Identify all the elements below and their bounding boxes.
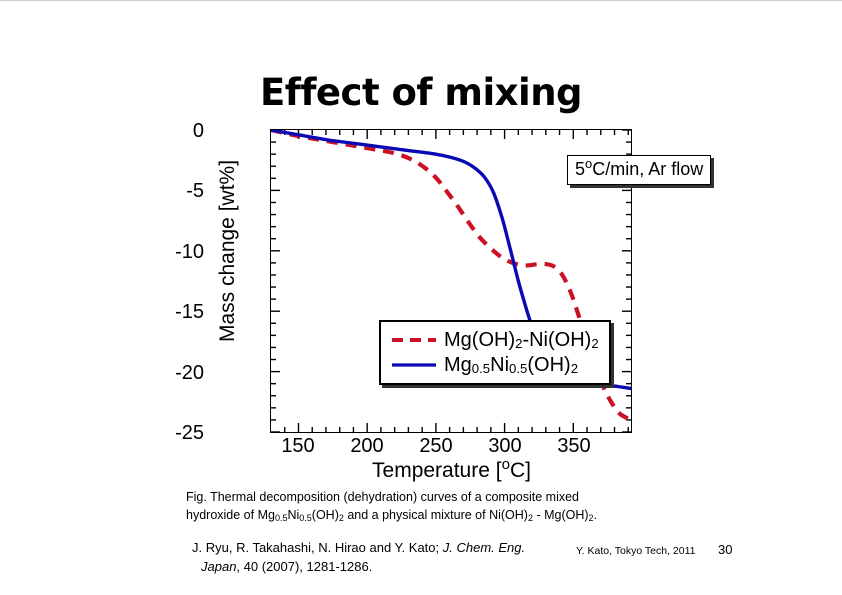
x-tick-label-3: 300: [488, 435, 522, 457]
citation-journal: J. Chem. Eng.: [442, 540, 526, 555]
x-tick-label-1: 200: [350, 435, 384, 457]
footer-credit: Y. Kato, Tokyo Tech, 2011: [576, 545, 696, 557]
x-axis-label: Temperature [oC]: [270, 456, 633, 483]
legend-label-1: Mg0.5Ni0.5(OH)2: [444, 353, 579, 377]
conditions-annotation-text: 5oC/min, Ar flow: [575, 156, 704, 179]
y-tick-label-3: -15: [175, 301, 204, 323]
slide-number: 30: [718, 542, 733, 557]
figure-caption: Fig. Thermal decomposition (dehydration)…: [186, 488, 656, 524]
y-tick-label-5: -25: [175, 422, 204, 444]
y-axis-label-text: Mass change [wt%]: [216, 159, 239, 343]
y-axis-label: Mass change [wt%]: [216, 131, 240, 371]
citation-line-2: Japan, 40 (2007), 1281-1286.: [201, 558, 373, 574]
citation-authors: J. Ryu, R. Takahashi, N. Hirao and Y. Ka…: [192, 540, 443, 555]
conditions-annotation: 5oC/min, Ar flow: [567, 155, 712, 185]
caption-line-2: hydroxide of Mg0.5Ni0.5(OH)2 and a physi…: [186, 508, 598, 524]
legend-item-0: Mg(OH)2-Ni(OH)2: [391, 327, 599, 352]
y-tick-label-1: -5: [186, 180, 204, 202]
x-tick-label-2: 250: [419, 435, 453, 457]
x-tick-label-4: 350: [557, 435, 591, 457]
legend-swatch-dashed-red: [392, 337, 436, 342]
chart-legend: Mg(OH)2-Ni(OH)2 Mg0.5Ni0.5(OH)2: [379, 320, 611, 385]
legend-label-0: Mg(OH)2-Ni(OH)2: [444, 328, 599, 352]
x-tick-label-0: 150: [281, 435, 315, 457]
y-tick-label-2: -10: [175, 241, 204, 263]
y-tick-label-0: 0: [192, 120, 204, 142]
y-tick-label-4: -20: [175, 362, 204, 384]
x-axis-label-text: Temperature [oC]: [372, 456, 531, 482]
legend-swatch-solid-blue: [392, 362, 436, 367]
plot-area: 5oC/min, Ar flow Mg(OH)2-Ni(OH)2 Mg0.5Ni…: [270, 129, 712, 433]
caption-line-1: Fig. Thermal decomposition (dehydration)…: [186, 490, 579, 504]
legend-item-1: Mg0.5Ni0.5(OH)2: [391, 352, 599, 377]
page-title: Effect of mixing: [259, 71, 583, 114]
figure-area: Mass change [wt%] 0 -5 -10 -15 -20 -25 5…: [175, 119, 712, 482]
source-citation: J. Ryu, R. Takahashi, N. Hirao and Y. Ka…: [192, 539, 572, 577]
